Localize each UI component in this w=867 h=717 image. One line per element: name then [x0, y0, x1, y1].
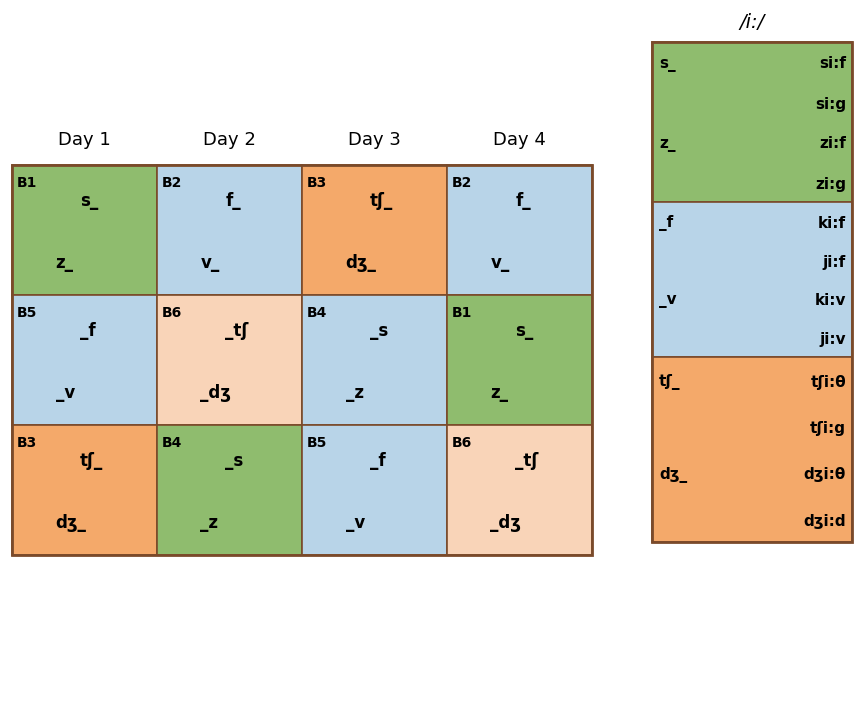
- Bar: [447, 425, 592, 555]
- Text: _f: _f: [659, 215, 674, 232]
- Text: ji:v: ji:v: [819, 332, 846, 347]
- Text: B5: B5: [17, 306, 37, 320]
- Text: B3: B3: [17, 436, 37, 450]
- Text: s_: s_: [659, 57, 675, 72]
- Text: zi:g: zi:g: [815, 176, 846, 191]
- Text: B3: B3: [307, 176, 327, 190]
- Text: ki:v: ki:v: [814, 293, 846, 308]
- Text: z_: z_: [491, 384, 509, 402]
- Text: tʃi:θ: tʃi:θ: [811, 375, 846, 390]
- Text: dʒ_: dʒ_: [346, 254, 376, 272]
- Bar: [652, 202, 852, 357]
- Text: _v: _v: [659, 293, 676, 308]
- Bar: [302, 295, 447, 425]
- Text: B4: B4: [307, 306, 328, 320]
- Text: B1: B1: [452, 306, 473, 320]
- Text: _z: _z: [346, 384, 363, 402]
- Text: _dʒ: _dʒ: [200, 384, 231, 402]
- Bar: [652, 42, 852, 202]
- Text: Day 1: Day 1: [58, 131, 111, 149]
- Text: _f: _f: [370, 452, 386, 470]
- Text: B2: B2: [452, 176, 473, 190]
- Text: tʃ_: tʃ_: [659, 374, 681, 391]
- Text: _s: _s: [370, 323, 388, 341]
- Text: v_: v_: [200, 254, 219, 272]
- Bar: [447, 165, 592, 295]
- Text: /i:/: /i:/: [740, 12, 765, 32]
- Text: v_: v_: [491, 254, 510, 272]
- Text: B5: B5: [307, 436, 328, 450]
- Bar: [447, 295, 592, 425]
- Text: _v: _v: [55, 384, 75, 402]
- Text: _v: _v: [346, 513, 365, 531]
- Text: ki:f: ki:f: [818, 216, 846, 231]
- Text: B6: B6: [162, 306, 182, 320]
- Text: B6: B6: [452, 436, 473, 450]
- Text: _s: _s: [225, 452, 244, 470]
- Text: zi:f: zi:f: [819, 136, 846, 151]
- Bar: [12, 295, 157, 425]
- Text: dʒ_: dʒ_: [55, 513, 87, 531]
- Text: B4: B4: [162, 436, 182, 450]
- Text: z_: z_: [659, 136, 675, 151]
- Text: s_: s_: [515, 323, 533, 341]
- Text: dʒ_: dʒ_: [659, 467, 688, 483]
- Text: f_: f_: [515, 192, 531, 210]
- Bar: [652, 42, 852, 542]
- Text: si:f: si:f: [819, 57, 846, 72]
- Bar: [12, 425, 157, 555]
- Text: tʃ_: tʃ_: [370, 192, 394, 210]
- Text: z_: z_: [55, 254, 74, 272]
- Bar: [12, 165, 592, 555]
- Text: Day 2: Day 2: [203, 131, 256, 149]
- Text: _dʒ: _dʒ: [491, 513, 521, 531]
- Bar: [652, 357, 852, 542]
- Text: f_: f_: [225, 192, 241, 210]
- Bar: [157, 165, 302, 295]
- Bar: [302, 165, 447, 295]
- Bar: [157, 425, 302, 555]
- Bar: [12, 165, 157, 295]
- Text: dʒi:θ: dʒi:θ: [804, 467, 846, 483]
- Text: Day 4: Day 4: [493, 131, 546, 149]
- Text: _tʃ: _tʃ: [515, 452, 538, 470]
- Text: _tʃ: _tʃ: [225, 323, 249, 341]
- Text: dʒi:d: dʒi:d: [804, 513, 846, 528]
- Text: B1: B1: [17, 176, 37, 190]
- Text: B2: B2: [162, 176, 182, 190]
- Bar: [157, 295, 302, 425]
- Text: tʃ_: tʃ_: [80, 452, 103, 470]
- Text: s_: s_: [80, 192, 98, 210]
- Text: tʃi:g: tʃi:g: [810, 421, 846, 436]
- Text: Day 3: Day 3: [348, 131, 401, 149]
- Text: si:g: si:g: [815, 97, 846, 112]
- Text: _z: _z: [200, 513, 218, 531]
- Text: _f: _f: [80, 323, 95, 341]
- Bar: [302, 425, 447, 555]
- Text: ji:f: ji:f: [823, 255, 846, 270]
